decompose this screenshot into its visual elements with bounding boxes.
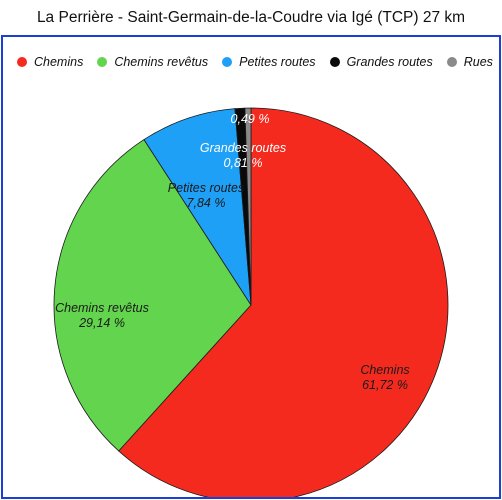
legend-swatch [97, 57, 108, 67]
chart-title: La Perrière - Saint-Germain-de-la-Coudre… [36, 9, 466, 26]
slice-chemins-revetus [53, 139, 252, 452]
legend-item-chemins-revetus: Chemins revêtus [97, 55, 208, 69]
legend-item-chemins: Chemins [17, 55, 83, 69]
legend-swatch [329, 57, 340, 67]
slice-category-text: Petites routes [168, 181, 244, 195]
legend-label: Chemins [34, 55, 84, 69]
slice-category-text: Chemins [360, 363, 409, 377]
slice-petites-routes [143, 108, 252, 306]
slice-value-text: 0,81 % [224, 156, 263, 170]
legend-label: Rues [463, 55, 493, 69]
slice-category-text: Chemins revêtus [55, 301, 149, 315]
slice-value-text: 0,49 % [231, 112, 270, 126]
legend-item-petites-routes: Petites routes [222, 55, 316, 69]
slice-value-text: 29,14 % [78, 316, 125, 330]
slice-label-rues: 0,49 % [231, 112, 270, 126]
slice-category-text: Grandes routes [200, 141, 286, 155]
legend: Chemins Chemins revêtus Petites routes Gran… [17, 54, 502, 70]
legend-label: Chemins revêtus [114, 55, 209, 69]
legend-item-rues: Rues [446, 55, 493, 69]
legend-swatch [17, 57, 27, 67]
legend-swatch [446, 57, 457, 67]
legend-label: Grandes routes [346, 55, 433, 69]
slice-value-text: 61,72 % [362, 378, 408, 392]
chart-frame: Chemins Chemins revêtus Petites routes Gran… [1, 35, 501, 499]
legend-swatch [222, 57, 233, 67]
slice-chemins [118, 107, 449, 497]
legend-label: Petites routes [239, 55, 316, 69]
slice-rues [244, 107, 252, 306]
slice-value-text: 7,84 % [187, 196, 226, 210]
legend-item-grandes-routes: Grandes routes [329, 55, 433, 69]
